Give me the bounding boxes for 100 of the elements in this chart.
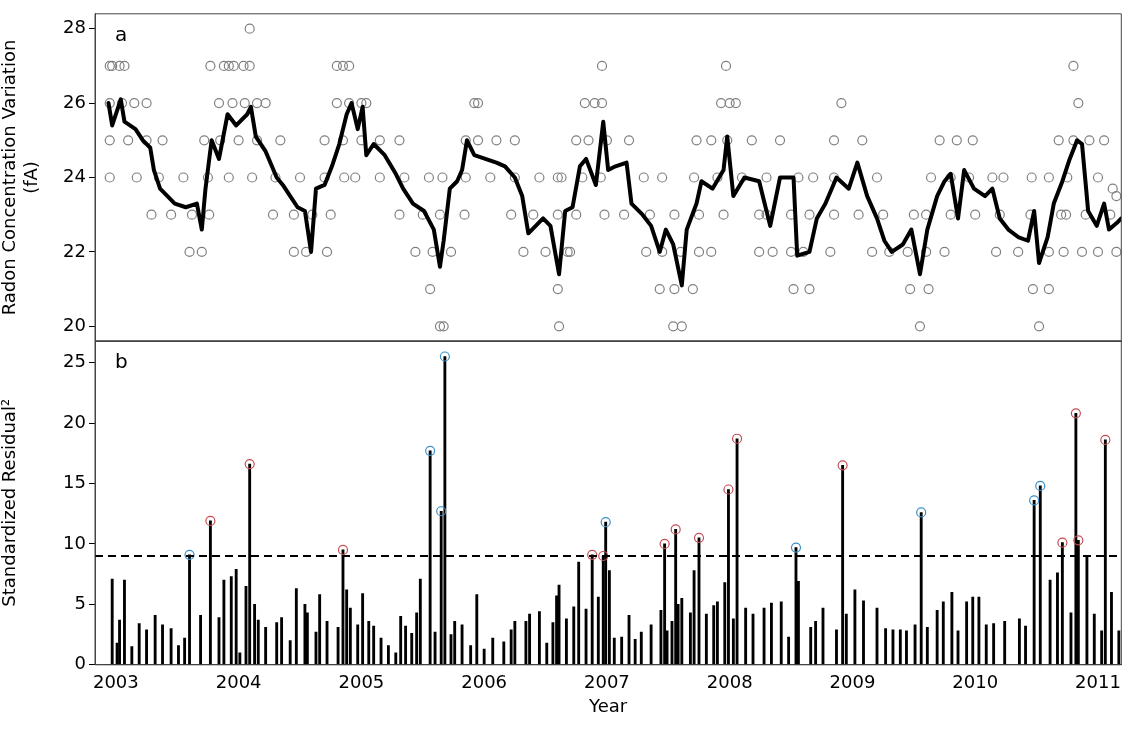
y-tick-label: 28: [63, 16, 86, 38]
point: [723, 484, 734, 496]
bar: [1056, 573, 1059, 666]
bar: [318, 594, 322, 666]
point: [916, 507, 927, 518]
bar: [222, 580, 226, 666]
bar: [564, 618, 568, 666]
x-tick-label: 2009: [829, 671, 876, 693]
bar: [971, 597, 975, 666]
bar: [145, 629, 148, 666]
bar: [386, 645, 390, 666]
bar: [110, 579, 114, 666]
y-axis-title: Standardized Residual²: [0, 399, 20, 608]
point: [837, 460, 848, 471]
bar: [418, 579, 422, 666]
bar: [1117, 631, 1121, 666]
bar: [537, 611, 541, 666]
bar: [491, 638, 495, 666]
point: [693, 533, 705, 544]
bar: [404, 626, 408, 666]
point: [439, 351, 450, 363]
point: [337, 545, 349, 556]
bar: [633, 639, 637, 666]
x-tick-label: 2007: [584, 671, 630, 693]
bar: [835, 629, 838, 666]
bar: [984, 624, 988, 666]
bar: [234, 569, 238, 666]
bar: [853, 589, 857, 666]
bar: [809, 627, 813, 666]
bar: [787, 637, 791, 666]
point: [425, 446, 436, 457]
x-tick-label: 2004: [215, 671, 262, 693]
y-axis-title: Radon Concentration Variation (fA): [0, 39, 42, 316]
point: [587, 550, 598, 561]
point: [1070, 408, 1081, 419]
x-tick-label: 2005: [338, 671, 385, 693]
bar: [965, 602, 969, 666]
bar: [620, 637, 624, 666]
bar: [123, 580, 126, 666]
point: [244, 459, 255, 470]
point: [1100, 435, 1111, 446]
bar: [475, 594, 479, 666]
bar: [303, 604, 307, 666]
y-tick-label: 20: [63, 313, 86, 335]
bar: [361, 593, 365, 666]
bar: [577, 562, 581, 666]
bar: [572, 606, 576, 666]
bar: [814, 621, 818, 666]
y-tick-label: 20: [63, 411, 86, 433]
x-axis-title: Year: [588, 695, 628, 717]
bar: [118, 620, 121, 666]
bar: [770, 603, 773, 666]
point: [1057, 538, 1068, 549]
bar: [992, 623, 996, 666]
point: [205, 516, 216, 527]
bar: [394, 652, 398, 666]
point: [659, 539, 670, 550]
y-tick-label: 15: [63, 471, 86, 493]
bar: [744, 608, 748, 666]
bar: [715, 602, 719, 666]
bar: [264, 627, 268, 666]
bar: [229, 576, 233, 666]
bar: [692, 570, 696, 666]
bar: [294, 588, 298, 666]
point: [1029, 495, 1040, 506]
x-tick-label: 2006: [461, 671, 508, 693]
point: [600, 517, 611, 528]
bar: [336, 627, 340, 666]
bar: [925, 627, 929, 666]
y-tick-label: 5: [74, 592, 86, 614]
bar: [367, 621, 371, 666]
bar: [161, 624, 164, 666]
x-tick-label: 2010: [952, 671, 999, 693]
bar: [153, 615, 157, 666]
bar: [1048, 580, 1052, 666]
bar: [941, 602, 945, 666]
bar: [862, 600, 865, 666]
bar: [513, 621, 517, 666]
y-tick-label: 25: [63, 350, 86, 372]
bar: [596, 597, 600, 666]
x-tick-label: 2011: [1075, 671, 1121, 693]
bar: [680, 598, 684, 666]
bar: [528, 614, 532, 666]
bar: [137, 623, 141, 666]
bar: [545, 643, 549, 666]
y-tick-label: 10: [63, 531, 86, 553]
annotation: b: [115, 349, 128, 374]
point: [598, 551, 609, 562]
point: [670, 524, 681, 535]
bar: [372, 626, 376, 666]
bar: [183, 638, 187, 666]
bar: [905, 631, 908, 666]
point: [790, 542, 802, 554]
bar: [1110, 592, 1113, 666]
bar: [935, 610, 939, 666]
y-tick-label: 26: [63, 90, 86, 112]
bar: [977, 597, 981, 666]
bar: [169, 628, 173, 666]
bar: [453, 621, 457, 666]
bar: [884, 628, 888, 666]
